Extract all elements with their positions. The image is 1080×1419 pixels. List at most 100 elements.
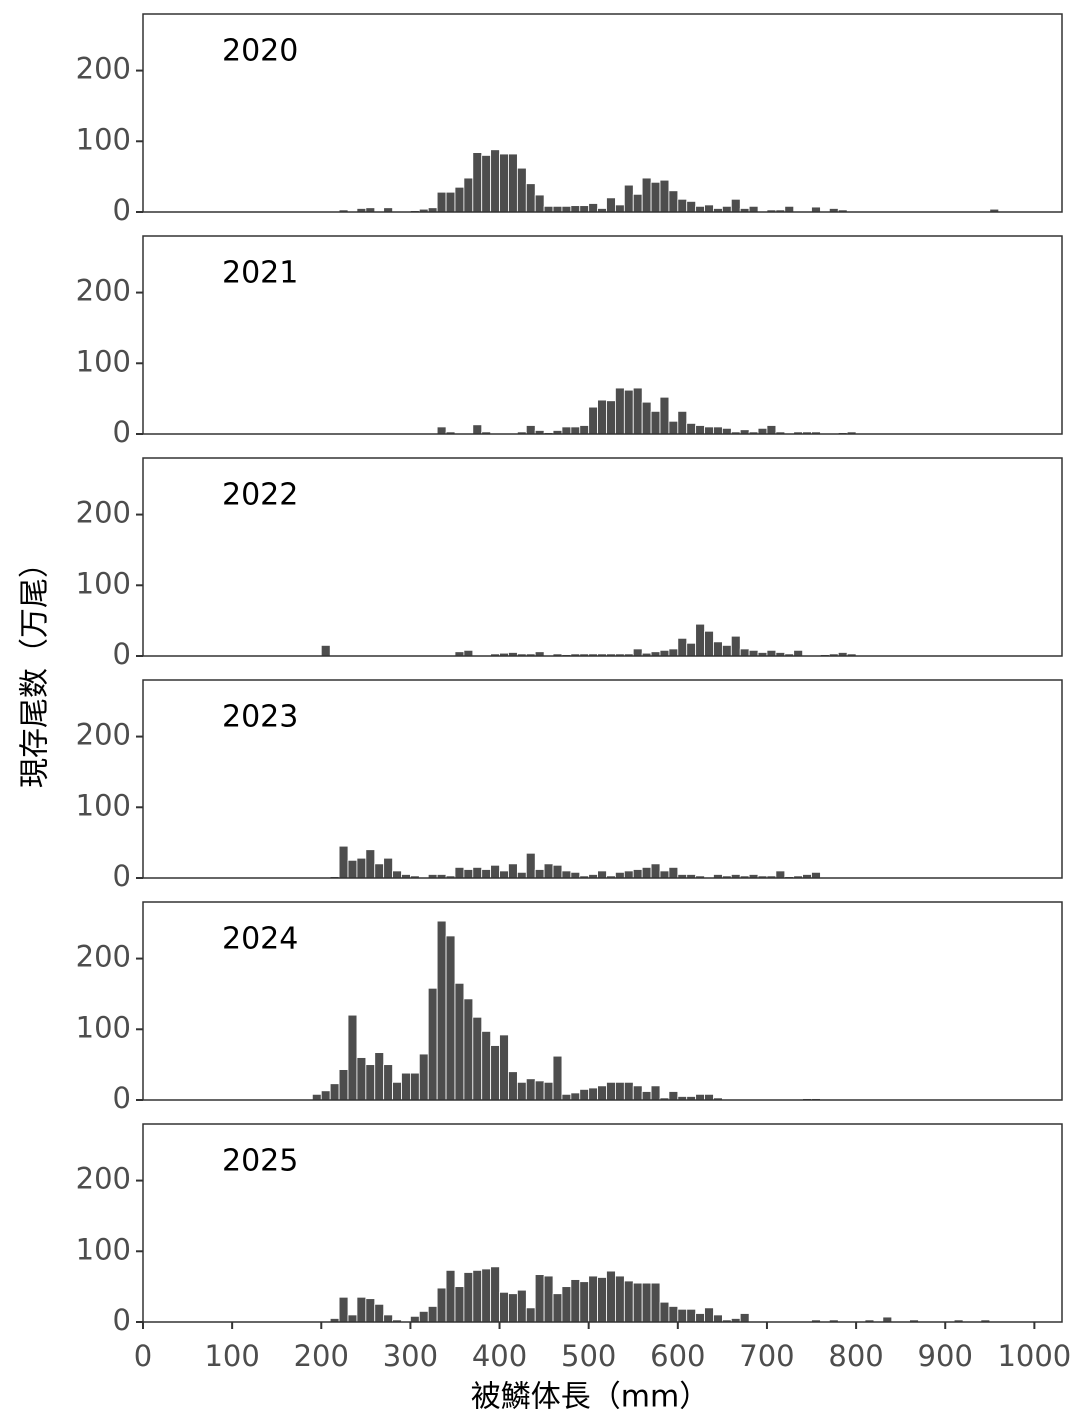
bar xyxy=(508,153,518,213)
bar xyxy=(436,1287,447,1323)
x-tick-label: 300 xyxy=(383,1339,438,1373)
bar xyxy=(641,401,652,435)
bar xyxy=(383,1314,393,1323)
bar xyxy=(606,400,616,435)
bar xyxy=(561,426,572,435)
bar xyxy=(383,1064,393,1101)
bar xyxy=(427,1306,438,1323)
bar xyxy=(623,184,634,213)
bar xyxy=(632,1282,643,1323)
y-axis-title: 現存尾数（万尾） xyxy=(18,548,53,788)
bar xyxy=(338,845,349,879)
bar xyxy=(418,1053,429,1101)
x-tick-label: 400 xyxy=(472,1339,527,1373)
bar xyxy=(588,1087,598,1101)
bar xyxy=(365,1298,376,1323)
bar xyxy=(543,1275,554,1323)
bar xyxy=(721,427,732,435)
bar xyxy=(365,1064,376,1101)
bar xyxy=(659,649,670,657)
bar xyxy=(695,1093,705,1101)
bar xyxy=(508,863,518,879)
bar xyxy=(490,1266,500,1323)
bar xyxy=(659,179,670,213)
bar xyxy=(561,870,572,879)
bar xyxy=(481,869,492,879)
bar xyxy=(623,1081,634,1101)
bar xyxy=(695,425,705,435)
bar xyxy=(570,205,581,213)
bar xyxy=(704,426,714,435)
x-tick-label: 900 xyxy=(918,1339,973,1373)
x-tick-label: 800 xyxy=(828,1339,883,1373)
bar xyxy=(597,399,607,435)
bar xyxy=(579,1088,590,1101)
bar xyxy=(632,648,643,657)
bar xyxy=(338,1296,349,1323)
panel-frame xyxy=(142,457,1063,657)
bar xyxy=(356,1057,367,1101)
bar xyxy=(383,857,393,879)
bar xyxy=(668,866,679,879)
y-tick-label: 0 xyxy=(113,193,131,227)
bar xyxy=(668,1091,679,1101)
bar xyxy=(588,203,598,213)
bar xyxy=(392,1081,402,1101)
bar xyxy=(748,649,759,657)
bar xyxy=(525,183,536,213)
bar xyxy=(320,644,331,657)
bar xyxy=(490,149,500,213)
bar xyxy=(739,1313,750,1323)
bar xyxy=(615,1081,625,1101)
bar xyxy=(668,420,679,435)
bar xyxy=(374,1303,385,1323)
bar xyxy=(713,641,723,657)
bar xyxy=(615,871,625,879)
bar xyxy=(338,1069,349,1101)
bar xyxy=(615,1275,625,1323)
bar xyxy=(695,205,705,213)
bar xyxy=(659,1301,670,1323)
bar xyxy=(374,1052,385,1101)
bar xyxy=(757,427,768,435)
bar xyxy=(463,1272,474,1323)
bar xyxy=(516,1289,527,1323)
bar xyxy=(525,1307,536,1323)
bar xyxy=(552,864,563,879)
bar xyxy=(552,1293,563,1323)
y-tick-label: 100 xyxy=(76,122,131,156)
bar xyxy=(641,1282,652,1323)
bar xyxy=(481,1031,492,1101)
bar xyxy=(721,205,732,213)
panel-frame xyxy=(142,901,1063,1101)
bar xyxy=(597,1085,607,1101)
y-tick-label: 0 xyxy=(113,637,131,671)
bar xyxy=(641,177,652,213)
bar xyxy=(766,425,777,435)
bar xyxy=(445,1269,456,1323)
y-tick-label: 200 xyxy=(76,496,131,530)
bar xyxy=(445,191,456,213)
bar xyxy=(650,1085,661,1101)
bar xyxy=(721,644,732,657)
bar xyxy=(695,623,705,657)
bar xyxy=(410,1315,420,1323)
bar xyxy=(686,422,697,435)
bar xyxy=(588,406,598,435)
bar xyxy=(410,1072,420,1101)
bar xyxy=(472,152,483,213)
bar xyxy=(677,637,688,657)
panel-label: 2025 xyxy=(222,1144,298,1179)
bar xyxy=(392,870,402,879)
y-tick-label: 200 xyxy=(76,52,131,86)
bar xyxy=(320,1090,331,1101)
bar xyxy=(739,648,750,657)
bar xyxy=(472,424,483,435)
bar xyxy=(508,1293,518,1323)
bar xyxy=(686,642,697,657)
panel-label: 2024 xyxy=(222,922,298,957)
bar xyxy=(784,205,795,213)
bar xyxy=(615,204,625,213)
y-tick-label: 200 xyxy=(76,718,131,752)
bar xyxy=(650,181,661,213)
